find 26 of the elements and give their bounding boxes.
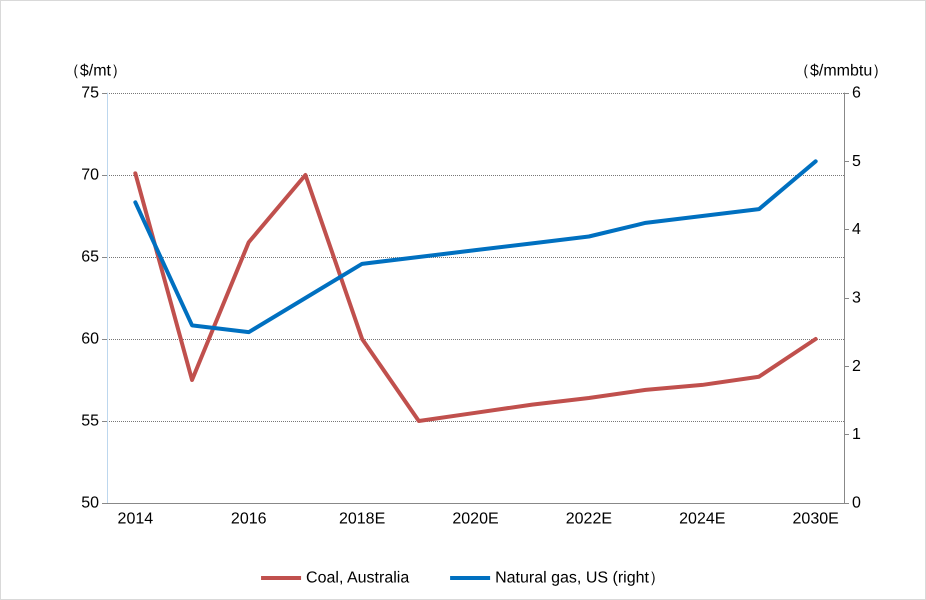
- y2-tick-label: 0: [852, 494, 861, 512]
- y-tick-label: 65: [81, 248, 100, 266]
- x-tick-label: 2018E: [338, 510, 386, 528]
- y2-tick-label: 3: [852, 290, 861, 306]
- x-tick-label: 2030E: [792, 510, 839, 528]
- y2-tick-label: 6: [852, 84, 861, 102]
- y-tick-label: 50: [81, 494, 100, 512]
- y-tick-label: 70: [81, 166, 100, 184]
- x-tick-label: 2014: [118, 510, 154, 528]
- x-tick-label: 2024E: [679, 510, 726, 528]
- y2-tick-label: 2: [852, 358, 861, 375]
- y2-tick-label: 5: [852, 152, 861, 170]
- y2-tick-label: 4: [852, 221, 861, 238]
- line-series: [133, 171, 818, 423]
- y-axis-title: （$/mt）: [64, 62, 127, 80]
- y-tick-label: 75: [81, 84, 100, 102]
- y-tick-label: 55: [81, 412, 100, 430]
- x-tick-label: 2016: [230, 510, 267, 528]
- legend-label: Natural gas, US (right）: [495, 570, 665, 586]
- x-tick-label: 2020E: [452, 510, 499, 528]
- y2-axis-title: （$/mmbtu）: [794, 62, 888, 80]
- x-tick-label: 2022E: [566, 510, 612, 528]
- y-tick-label: 60: [81, 330, 100, 348]
- legend-label: Coal, Australia: [306, 570, 410, 586]
- line-series: [133, 159, 818, 334]
- y2-tick-label: 1: [852, 426, 861, 444]
